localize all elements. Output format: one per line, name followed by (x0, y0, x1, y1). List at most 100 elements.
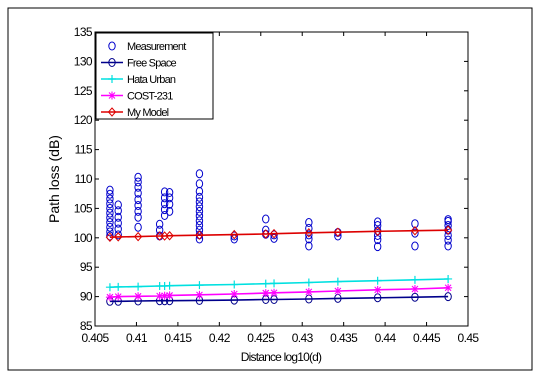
data-point (410, 225, 420, 236)
legend-entry: Hata Urban (101, 74, 177, 86)
y-tick-label: 120 (74, 113, 93, 127)
data-point (106, 213, 114, 223)
data-point (373, 276, 382, 285)
data-point (114, 282, 123, 291)
legend-marker (108, 41, 116, 51)
data-point (444, 235, 452, 245)
legend-label: Hata Urban (127, 74, 176, 86)
data-point (411, 219, 419, 229)
data-point (134, 222, 142, 232)
data-point (411, 292, 419, 302)
data-point (160, 193, 169, 203)
data-point (160, 187, 169, 197)
data-point (270, 230, 278, 240)
data-point (165, 230, 174, 241)
data-point (114, 212, 122, 222)
data-point (160, 291, 169, 300)
data-point (165, 281, 174, 290)
data-point (195, 169, 204, 179)
data-point (373, 220, 382, 230)
data-point (444, 215, 452, 225)
data-point (134, 188, 142, 198)
data-point (261, 279, 270, 288)
x-tick-label: 0.44 (375, 331, 397, 345)
ticks-layer: 0.405 0.41 0.415 0.42 0.425 0.43 0.435 0.44 0.44… (74, 25, 480, 345)
data-point (195, 206, 204, 216)
series-hata-urban (105, 274, 453, 292)
legend: Measurement Free Space Hata Urban COST-231 M… (95, 32, 214, 120)
data-point (261, 229, 270, 239)
data-point (444, 241, 452, 251)
data-point (105, 293, 114, 302)
data-point (195, 192, 204, 202)
data-point (134, 200, 142, 210)
legend-entry: COST-231 (101, 91, 174, 103)
data-point (443, 225, 453, 235)
data-point (195, 197, 204, 207)
data-point (333, 277, 342, 286)
data-point (305, 230, 313, 240)
data-point (134, 195, 142, 205)
data-point (114, 200, 122, 210)
data-point (270, 279, 279, 288)
series-free-space (106, 292, 452, 306)
data-point (270, 288, 279, 297)
data-point (105, 283, 114, 292)
data-point (134, 182, 142, 192)
data-point (304, 287, 313, 296)
data-point (195, 202, 204, 212)
data-point (134, 177, 142, 187)
x-tick-label: 0.445 (413, 331, 441, 345)
y-tick-label: 115 (75, 143, 93, 157)
data-point (373, 217, 382, 227)
data-point (195, 290, 204, 299)
data-point (106, 231, 114, 241)
data-point (106, 218, 114, 228)
data-point (195, 211, 204, 221)
data-point (269, 228, 279, 239)
x-tick-label: 0.43 (292, 331, 314, 345)
data-point (195, 225, 204, 235)
legend-entry: Free Space (101, 58, 177, 70)
data-point (106, 203, 114, 213)
data-point (305, 218, 313, 228)
legend-marker (108, 75, 116, 83)
data-point (133, 231, 143, 242)
data-point (444, 220, 452, 230)
data-point (410, 275, 419, 284)
legend-marker (108, 58, 116, 67)
data-point (195, 230, 204, 240)
legend-label: COST-231 (127, 91, 173, 103)
data-point (411, 228, 419, 238)
data-point (165, 188, 174, 198)
x-tick-label: 0.42 (209, 331, 231, 345)
legend-label: Measurement (127, 41, 186, 53)
data-point (106, 222, 114, 232)
x-tick-label: 0.45 (458, 331, 480, 345)
data-point (195, 179, 204, 189)
data-point (333, 287, 342, 296)
data-point (333, 227, 343, 237)
data-point (160, 199, 169, 209)
series-line (109, 229, 449, 238)
data-point (114, 206, 122, 216)
data-point (134, 292, 143, 301)
data-point (165, 206, 174, 216)
data-point (105, 232, 115, 242)
y-tick-label: 100 (74, 231, 93, 245)
x-tick-label: 0.435 (330, 331, 358, 345)
data-point (114, 218, 122, 228)
data-point (134, 206, 142, 216)
legend-label: My Model (127, 107, 169, 119)
y-tick-label: 95 (80, 260, 93, 274)
x-tick-label: 0.425 (247, 331, 275, 345)
data-point (106, 227, 114, 237)
legend-entry: My Model (101, 107, 169, 119)
data-point (165, 199, 174, 209)
y-tick-label: 105 (74, 201, 93, 215)
data-point (106, 194, 114, 204)
x-axis-label: Distance log10(d) (241, 350, 322, 364)
series-cost-231 (105, 283, 453, 302)
